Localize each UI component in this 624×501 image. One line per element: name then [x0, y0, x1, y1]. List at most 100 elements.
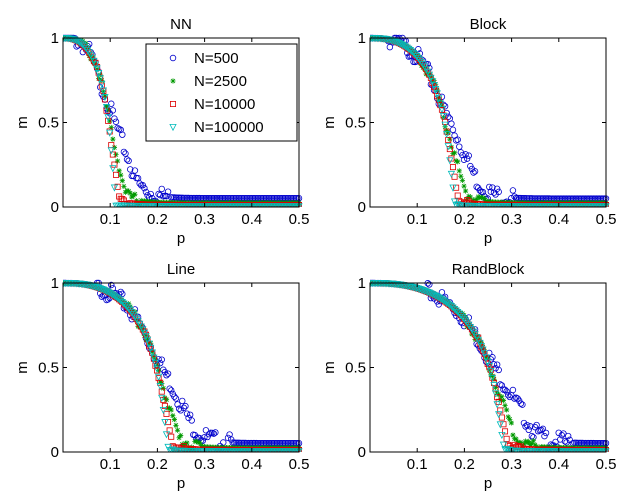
data-point: [122, 150, 129, 157]
data-point: [163, 397, 170, 403]
data-point: [163, 372, 170, 379]
data-point: [416, 56, 424, 64]
data-point: [104, 296, 112, 303]
data-point: [503, 435, 510, 442]
data-point: [169, 54, 177, 62]
data-point: [484, 358, 492, 366]
data-point: [101, 96, 108, 103]
data-point: [471, 168, 479, 175]
data-point: [390, 38, 399, 46]
data-point: [436, 100, 445, 108]
data-point: [112, 118, 120, 125]
x-tick-label: 0.1: [407, 456, 428, 473]
data-point: [120, 148, 128, 156]
data-point: [104, 114, 112, 122]
data-point: [158, 388, 165, 395]
data-point: [113, 171, 120, 178]
data-point: [153, 365, 161, 373]
data-point: [465, 152, 472, 159]
data-point: [156, 191, 164, 199]
x-tick-label: 0.2: [147, 211, 168, 228]
data-point: [107, 147, 115, 155]
data-point: [108, 100, 115, 107]
data-point: [426, 64, 433, 72]
data-point: [487, 188, 495, 195]
data-point: [439, 112, 448, 121]
data-point: [74, 38, 82, 46]
data-point: [470, 169, 477, 176]
data-point: [459, 151, 466, 159]
data-point: [439, 103, 445, 109]
data-point: [419, 287, 427, 295]
data-point: [109, 291, 117, 299]
data-point: [124, 187, 130, 194]
data-point: [113, 152, 119, 158]
data-point: [479, 346, 487, 354]
data-point: [180, 404, 188, 412]
data-point: [168, 387, 175, 394]
data-point: [205, 430, 213, 438]
data-point: [515, 439, 521, 445]
x-tick-label: 0.3: [194, 211, 215, 228]
data-point: [561, 438, 569, 445]
data-point: [131, 167, 139, 174]
x-tick-label: 0.4: [241, 456, 262, 473]
data-point: [98, 285, 106, 294]
data-point: [497, 407, 504, 414]
data-point: [110, 184, 119, 192]
data-point: [428, 73, 434, 80]
data-point: [98, 80, 106, 88]
data-point: [132, 191, 138, 197]
data-point: [530, 438, 537, 444]
data-point: [412, 51, 418, 58]
data-point: [444, 143, 452, 151]
data-point: [201, 434, 208, 441]
chart-title: Block: [470, 16, 507, 33]
data-point: [101, 94, 109, 102]
y-tick-label: 1: [358, 275, 366, 292]
data-point: [518, 439, 524, 446]
data-point: [174, 401, 181, 408]
data-point: [498, 382, 506, 389]
data-point: [497, 381, 504, 388]
x-tick-label: 0.5: [596, 456, 617, 473]
data-point: [513, 436, 519, 442]
data-point: [158, 394, 166, 402]
data-point: [154, 373, 163, 381]
data-point: [119, 178, 125, 184]
data-point: [477, 195, 483, 201]
chart-panel-3: 0.1 0.2 0.3 0.4 0.5 0 0.5 1 Line p m: [14, 261, 309, 492]
data-point: [91, 59, 97, 66]
chart-title: NN: [170, 16, 192, 33]
data-point: [128, 309, 136, 317]
y-axis-label: m: [14, 116, 31, 129]
data-point: [448, 120, 455, 127]
data-point: [455, 310, 463, 318]
data-point: [437, 102, 444, 109]
data-point: [517, 400, 525, 407]
data-point: [539, 425, 547, 433]
x-tick-label: 0.1: [407, 211, 428, 228]
data-point: [444, 127, 450, 134]
data-point: [102, 104, 111, 112]
data-point: [461, 183, 467, 189]
data-point: [448, 144, 454, 150]
data-point: [440, 112, 447, 119]
data-point: [114, 124, 121, 132]
data-point: [504, 407, 510, 413]
data-point: [456, 168, 462, 174]
data-point: [443, 130, 451, 139]
data-point: [501, 386, 509, 393]
data-point: [411, 51, 419, 59]
data-point: [427, 290, 435, 298]
data-point: [481, 195, 488, 201]
data-point: [98, 293, 106, 300]
data-point: [521, 441, 527, 447]
data-point: [166, 385, 173, 392]
data-point: [480, 350, 489, 358]
data-point: [439, 297, 448, 305]
y-axis-label: m: [321, 361, 338, 374]
data-point: [106, 129, 114, 137]
